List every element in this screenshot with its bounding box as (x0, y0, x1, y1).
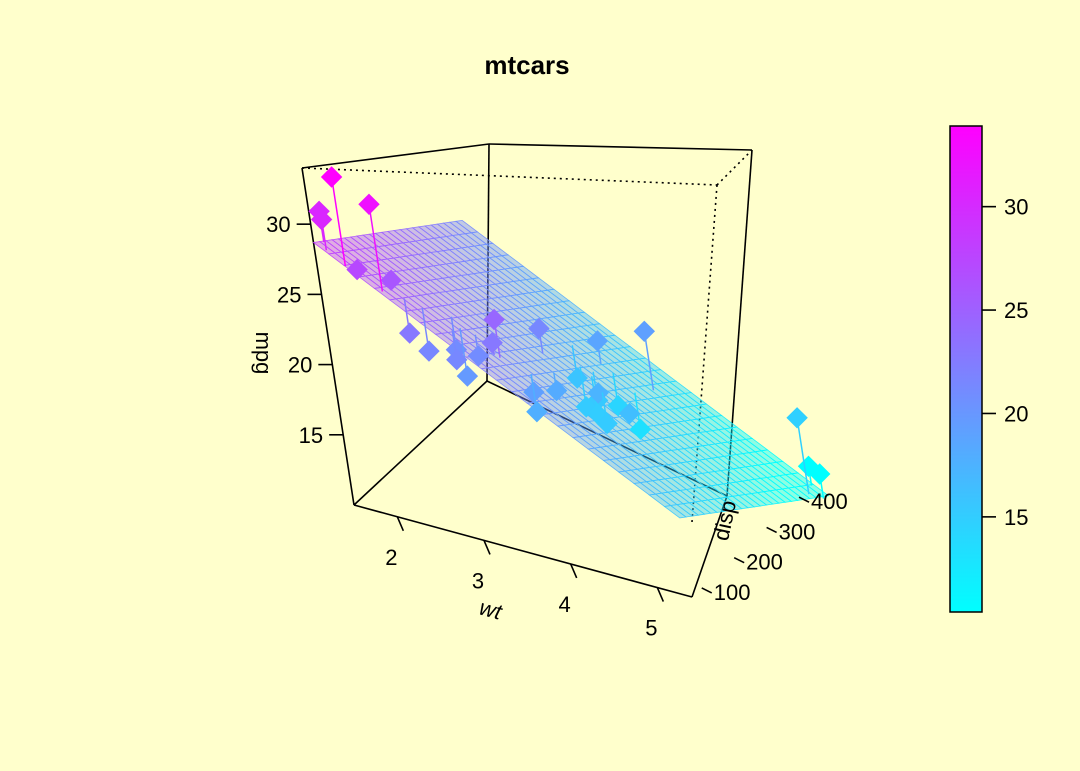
data-point (596, 412, 618, 435)
data-point (446, 348, 468, 371)
data-point (483, 308, 505, 331)
data-point (618, 402, 641, 425)
y-tick (766, 526, 777, 534)
color-key: 15 20 25 30 (949, 125, 1028, 613)
data-point (526, 400, 548, 423)
box-edge (353, 380, 488, 506)
z-tick-label: 15 (299, 423, 323, 448)
box-edge (486, 380, 728, 497)
box-edge (488, 143, 753, 151)
x-tick (656, 587, 665, 602)
data-point (629, 418, 652, 440)
x-tick-label: 5 (645, 616, 657, 641)
data-point (358, 193, 380, 216)
data-point (398, 322, 421, 344)
color-key-tick-label: 30 (1004, 195, 1028, 220)
box-edge-hidden (716, 149, 753, 186)
y-tick (733, 556, 745, 564)
color-key-ticks: 15 20 25 30 (982, 195, 1028, 530)
color-key-tick-label: 25 (1004, 298, 1028, 323)
box-edge (691, 495, 728, 598)
box-edge-hidden (301, 167, 718, 186)
x-tick-label: 3 (472, 568, 484, 593)
box-edge (726, 149, 753, 497)
regression-surface (312, 219, 830, 519)
drop-line (643, 331, 655, 391)
box-edge-hidden (691, 184, 718, 523)
data-point (528, 317, 550, 340)
y-tick (701, 587, 713, 594)
y-tick-label: 400 (811, 489, 848, 514)
box-edge (353, 504, 693, 598)
chart-title: mtcars (484, 50, 569, 80)
color-key-tick-label: 15 (1004, 505, 1028, 530)
data-point (786, 407, 808, 429)
data-point (320, 166, 343, 188)
y-tick-label: 100 (714, 580, 751, 605)
data-point (346, 258, 368, 281)
x-tick-label: 4 (559, 592, 571, 617)
data-point (633, 320, 656, 343)
data-points (308, 166, 831, 499)
x-tick-label: 2 (385, 545, 397, 570)
z-axis-label: mpg (251, 332, 276, 375)
data-point (418, 340, 440, 362)
z-tick-label: 30 (266, 212, 290, 237)
color-key-bar (949, 125, 983, 613)
y-tick (798, 496, 810, 503)
z-tick-label: 20 (288, 353, 312, 378)
color-key-tick-label: 20 (1004, 401, 1028, 426)
x-tick (396, 516, 405, 532)
data-point (467, 345, 490, 367)
drop-line (330, 176, 347, 267)
data-point (380, 269, 402, 291)
box-edge (301, 143, 490, 169)
data-point (586, 330, 609, 352)
y-tick-label: 300 (779, 519, 816, 544)
data-point (456, 365, 479, 387)
x-axis-label: wt (477, 595, 506, 625)
drop-line (368, 204, 384, 292)
z-tick-label: 25 (277, 282, 301, 307)
x-tick (569, 563, 578, 579)
data-point (808, 463, 831, 485)
data-point (481, 332, 503, 354)
drop-line (796, 417, 810, 495)
x-tick (483, 540, 491, 555)
data-point (310, 208, 333, 231)
axis-ticks: 2 3 4 5 100 200 300 400 15 20 25 30 (266, 212, 848, 640)
data-point (545, 379, 568, 402)
y-tick-label: 200 (746, 550, 783, 575)
